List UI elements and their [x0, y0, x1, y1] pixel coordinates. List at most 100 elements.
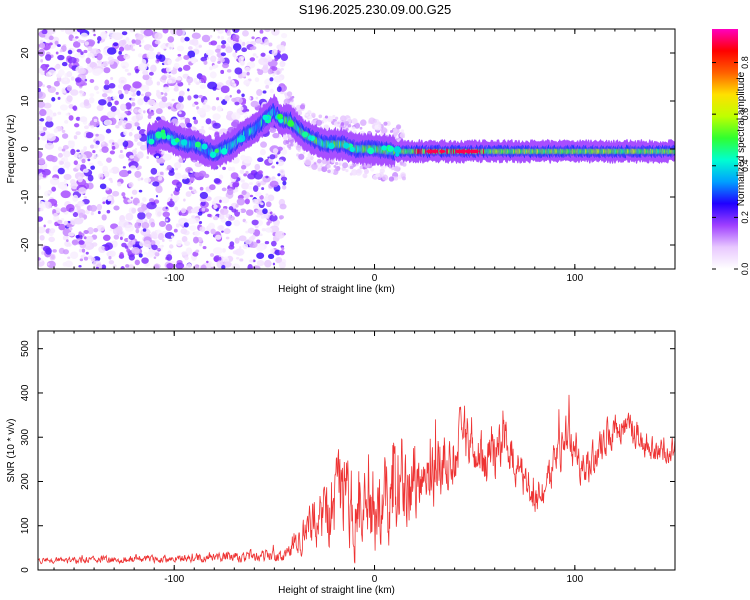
spectrogram-cell — [279, 250, 285, 256]
spectrogram-cell — [180, 36, 186, 43]
spectrogram-ridge-blob — [302, 131, 309, 138]
spectrogram-cell — [40, 71, 45, 76]
spectrogram-cell — [311, 113, 316, 118]
spectrogram-cell — [272, 262, 276, 266]
spectrogram-cell — [117, 121, 123, 126]
spectrogram-cell — [121, 39, 127, 46]
spectrogram-cell — [144, 177, 151, 183]
spectrogram-cell — [269, 127, 277, 133]
spectrogram-cell — [80, 51, 84, 56]
spectrogram-cell — [200, 56, 208, 62]
spectrogram-cell — [104, 79, 110, 86]
spectrogram-cell — [57, 167, 65, 175]
spectrogram-cell — [60, 29, 65, 32]
spectrogram-cell — [209, 184, 216, 191]
spectrogram-cell — [217, 35, 220, 39]
spectrogram-cell — [108, 60, 114, 65]
spectrogram-cell — [185, 191, 192, 198]
spectrogram-cell — [112, 142, 115, 145]
spectrogram-cell — [38, 184, 42, 191]
spectrogram-cell — [256, 244, 265, 252]
spectrogram-cell — [78, 187, 87, 195]
spectrogram-cell — [117, 84, 124, 89]
spectrogram-cell — [298, 153, 305, 160]
spectrogram-ytick-label: -20 — [20, 237, 31, 252]
spectrogram-cell — [76, 149, 80, 153]
spectrogram-cell — [61, 156, 69, 163]
spectrogram-cell — [155, 206, 162, 213]
spectrogram-cell — [133, 122, 140, 127]
spectrogram-cell — [49, 253, 56, 261]
spectrogram-cell — [193, 119, 199, 125]
spectrogram-cell — [184, 36, 190, 42]
spectrogram-cell — [45, 54, 52, 61]
spectrogram-cell — [61, 129, 66, 134]
colorbar-tick-label: 0.8 — [740, 56, 750, 69]
spectrogram-cell — [143, 240, 151, 248]
spectrogram-cell — [48, 236, 55, 243]
spectrogram-cell — [47, 29, 56, 35]
spectrogram-cell — [82, 92, 86, 97]
spectrogram-cell — [127, 40, 132, 46]
spectrogram-cell — [166, 254, 173, 261]
spectrogram-cell — [173, 87, 179, 92]
spectrogram-cell — [273, 75, 283, 83]
spectrogram-cell — [126, 248, 131, 253]
spectrogram-cell — [72, 194, 79, 202]
spectrogram-cell — [230, 172, 239, 180]
spectrogram-cell — [132, 197, 140, 206]
spectrogram-cell — [66, 223, 73, 228]
spectrogram-cell — [67, 242, 72, 247]
spectrogram-cell — [130, 127, 134, 131]
spectrogram-cell — [51, 97, 56, 102]
spectrogram-cell — [248, 185, 253, 190]
spectrogram-cell — [189, 39, 195, 45]
spectrogram-ridge-blob — [348, 143, 353, 148]
spectrogram-cell — [136, 126, 141, 131]
spectrogram-cell — [167, 59, 172, 65]
spectrogram-cell — [46, 133, 56, 142]
spectrogram-cell — [178, 220, 186, 227]
spectrogram-cell — [272, 213, 276, 217]
spectrogram-cell — [57, 96, 61, 100]
spectrogram-cell — [93, 33, 96, 37]
colorbar: 0.0 0.2 0.4 0.6 0.8 Normalized spectral ampl… — [712, 29, 750, 275]
spectrogram-cell — [205, 49, 214, 56]
spectrogram-cell — [52, 165, 60, 172]
spectrogram-cell — [137, 212, 146, 220]
spectrogram-cell — [139, 44, 142, 48]
spectrogram-cell — [53, 128, 59, 133]
spectrogram-cell — [251, 36, 255, 40]
snr-xtick-label: 0 — [372, 574, 378, 585]
spectrogram-ytick-label: 0 — [20, 146, 31, 152]
spectrogram-cell — [44, 142, 55, 150]
spectrogram-cell — [182, 116, 186, 120]
spectrogram-ridge-blob — [237, 137, 243, 143]
spectrogram-cell — [134, 170, 142, 178]
colorbar-gradient — [712, 29, 738, 269]
spectrogram-cell — [131, 39, 136, 44]
spectrogram-cell — [58, 69, 65, 76]
spectrogram-cell — [150, 167, 158, 175]
spectrogram-cell — [110, 105, 117, 112]
spectrogram-ridge-peak — [465, 149, 472, 154]
spectrogram-cell — [256, 252, 265, 260]
spectrogram-cell — [113, 205, 120, 211]
spectrogram-cell — [259, 149, 266, 156]
spectrogram-cell — [166, 263, 174, 269]
spectrogram-cell — [260, 141, 267, 148]
spectrogram-cell — [256, 214, 261, 218]
spectrogram-cell — [70, 148, 76, 156]
spectrogram-cell — [237, 209, 242, 213]
spectrogram-cell — [212, 216, 219, 221]
spectrogram-cell — [92, 68, 102, 76]
spectrogram-cell — [131, 246, 140, 255]
spectrogram-cell — [188, 186, 193, 190]
spectrogram-ridge-blob — [194, 141, 201, 148]
spectrogram-cell — [259, 233, 263, 237]
spectrogram-cell — [170, 235, 174, 239]
spectrogram-cell — [255, 209, 260, 213]
spectrogram-cell — [151, 244, 158, 251]
spectrogram-cell — [98, 162, 104, 167]
